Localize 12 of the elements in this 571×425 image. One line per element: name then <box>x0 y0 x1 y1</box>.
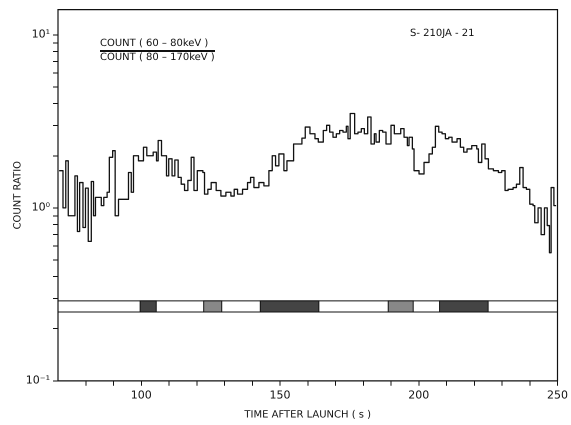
x-tick-label: 200 <box>408 388 430 402</box>
x-tick-label: 150 <box>270 388 290 402</box>
y-tick-label: 10¹ <box>32 28 50 41</box>
y-tick-label: 10⁻¹ <box>26 374 50 387</box>
x-tick-label: 250 <box>547 388 568 402</box>
y-tick-label: 10⁰ <box>32 200 51 214</box>
annotation: S- 210JA - 21 <box>410 28 475 39</box>
x-tick-label: 100 <box>130 388 152 402</box>
annotation: COUNT ( 60 – 80keV ) <box>100 38 215 52</box>
annotation: COUNT ( 80 – 170keV ) <box>100 52 215 63</box>
x-axis-title: TIME AFTER LAUNCH ( s ) <box>243 410 372 421</box>
y-axis-title: COUNT RATIO <box>12 160 24 230</box>
